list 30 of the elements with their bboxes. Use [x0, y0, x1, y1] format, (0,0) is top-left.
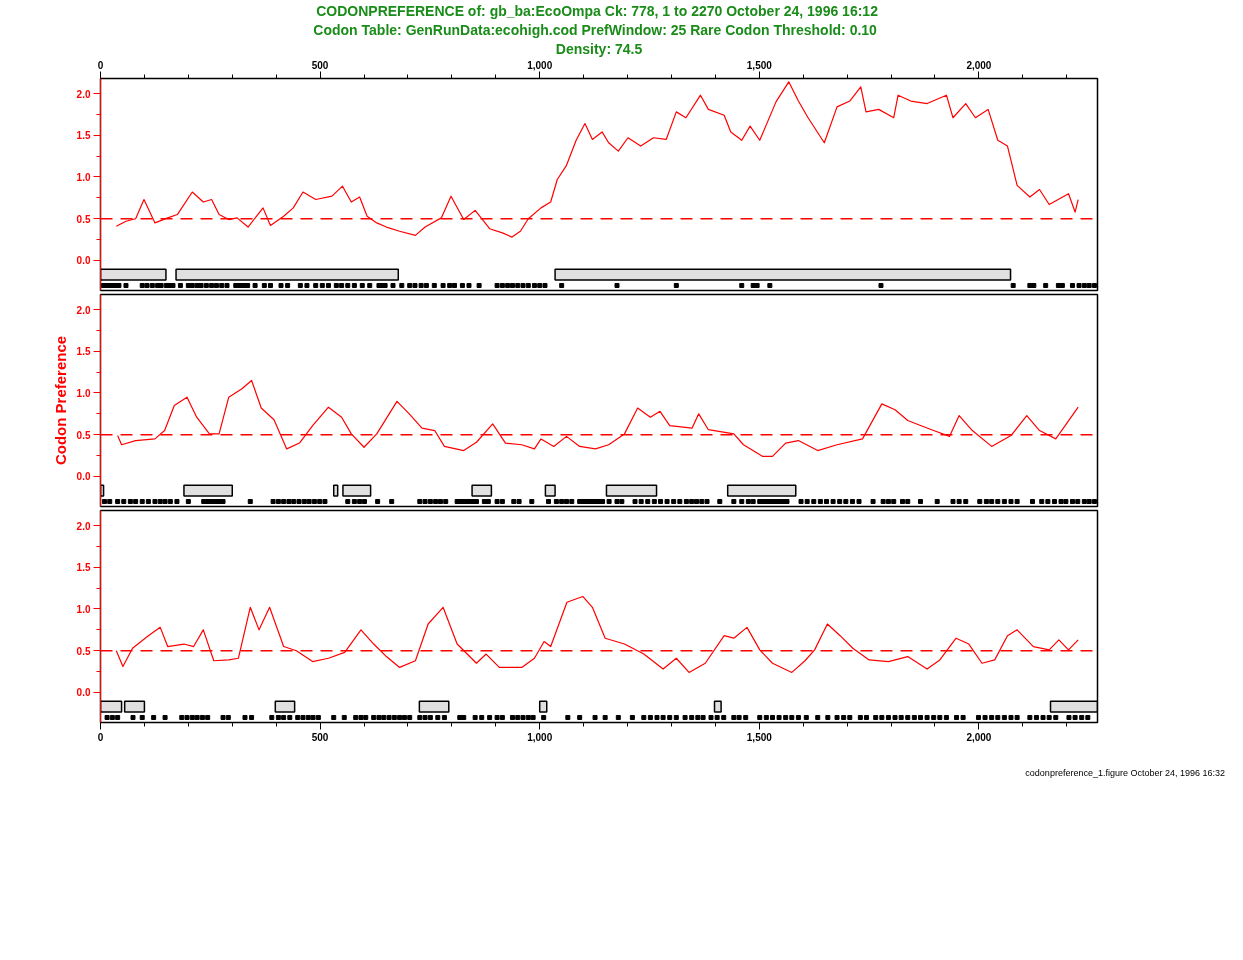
y-tick-label: 0.0 — [76, 687, 91, 699]
y-tick-label: 0.5 — [76, 645, 91, 657]
y-tick-label: 1.5 — [76, 130, 91, 142]
y-tick-label: 0.5 — [76, 213, 91, 225]
y-tick-label: 1.0 — [76, 603, 91, 615]
text: codonpreference_1.figure October 24, 1996 16:32 — [1025, 768, 1226, 778]
y-tick-label: 0.5 — [76, 429, 91, 441]
chart-subtitle: Codon Table: GenRunData:ecohigh.cod PrefWindow: 25 Rare Codon Threshold: 0.10 — [313, 22, 878, 38]
text: Density: 74.5 — [555, 41, 643, 57]
y-tick-label: 2.0 — [76, 88, 91, 100]
x-tick-label: 500 — [311, 731, 329, 743]
x-tick-label: 1,000 — [527, 731, 553, 743]
y-tick-label: 0.0 — [76, 255, 91, 267]
x2-tick-label: 1,500 — [746, 59, 773, 71]
y-tick-label: 2.0 — [76, 304, 91, 316]
x-tick-label: 1,500 — [746, 731, 773, 743]
y-tick-label: 0.0 — [76, 471, 91, 483]
x-tick-label: 2,000 — [966, 731, 992, 743]
x-tick-label: 0 — [97, 731, 104, 743]
y-axis-title: Codon Preference — [51, 335, 69, 466]
x2-tick-label: 0 — [97, 59, 104, 71]
x2-tick-label: 1,000 — [527, 59, 553, 71]
x2-tick-label: 500 — [311, 59, 329, 71]
y-tick-label: 2.0 — [76, 520, 91, 532]
y-tick-label: 1.0 — [76, 387, 91, 399]
x2-tick-label: 2,000 — [966, 59, 992, 71]
y-tick-label: 1.5 — [76, 346, 91, 358]
y-tick-label: 1.0 — [76, 171, 91, 183]
chart-title: CODONPREFERENCE of: gb_ba:EcoOmpa Ck: 778, 1 to 2270 October 24, 1996 16:12 — [316, 3, 879, 19]
y-tick-label: 1.5 — [76, 562, 91, 574]
